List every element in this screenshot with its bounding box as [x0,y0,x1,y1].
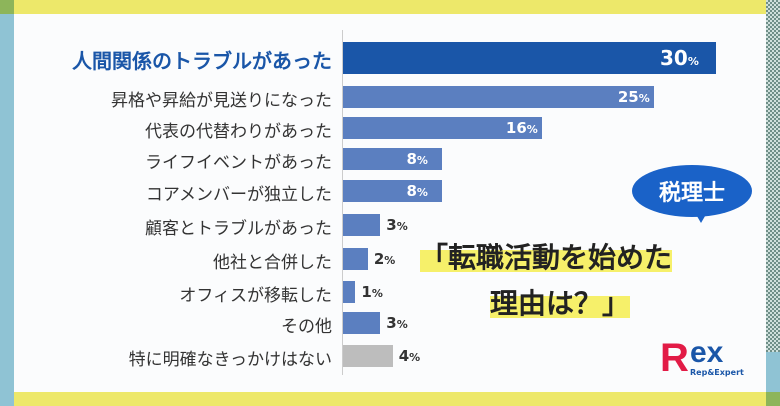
category-label: オフィスが移転した [179,286,332,306]
bar [343,248,368,270]
bar [343,312,381,334]
data-label: 1% [361,283,383,301]
data-label: 8% [406,150,428,168]
data-label: 2% [373,250,396,268]
category-label: 人間関係のトラブルがあった [72,49,332,73]
data-label: 8% [406,182,428,200]
bottom-band [0,392,780,406]
rex-logo: R ex Rep&Expert [660,336,756,388]
category-label: 特に明確なきっかけはない [128,350,332,370]
bar [343,281,356,303]
category-label: 代表の代替わりがあった [145,122,332,142]
title-line-2: 理由は？」 [490,282,631,322]
bar [343,148,443,170]
left-strip-corner [0,0,14,14]
logo-r: R [660,336,689,380]
category-label: 他社と合併した [213,253,332,273]
bar [343,345,393,367]
bar [343,214,381,236]
category-label: 顧客とトラブルがあった [145,219,332,239]
data-label: 4% [398,347,421,365]
data-label: 3% [386,216,408,234]
category-label: その他 [281,317,332,337]
data-label: 3% [386,314,408,332]
data-label: 16% [505,119,538,137]
right-strip [766,0,780,406]
category-label: ライフイベントがあった [145,153,332,173]
bar [343,86,654,108]
right-strip-corner [766,392,780,406]
category-label: 昇格や昇給が見送りになった [111,91,332,111]
data-label: 25% [617,88,650,106]
y-axis-line [342,30,343,375]
profession-badge: 税理士 [632,165,752,223]
title-line-1: 「転職活動を始めた [420,236,673,276]
category-label: コアメンバーが独立した [145,185,332,205]
left-strip [0,0,14,406]
top-band [0,0,780,14]
logo-sub: Rep&Expert [690,368,744,377]
bar [343,180,443,202]
bar [343,117,542,139]
data-label: 30% [660,46,699,70]
logo-ex: ex [690,336,724,369]
bar [343,42,716,74]
right-strip-mid [766,352,780,392]
